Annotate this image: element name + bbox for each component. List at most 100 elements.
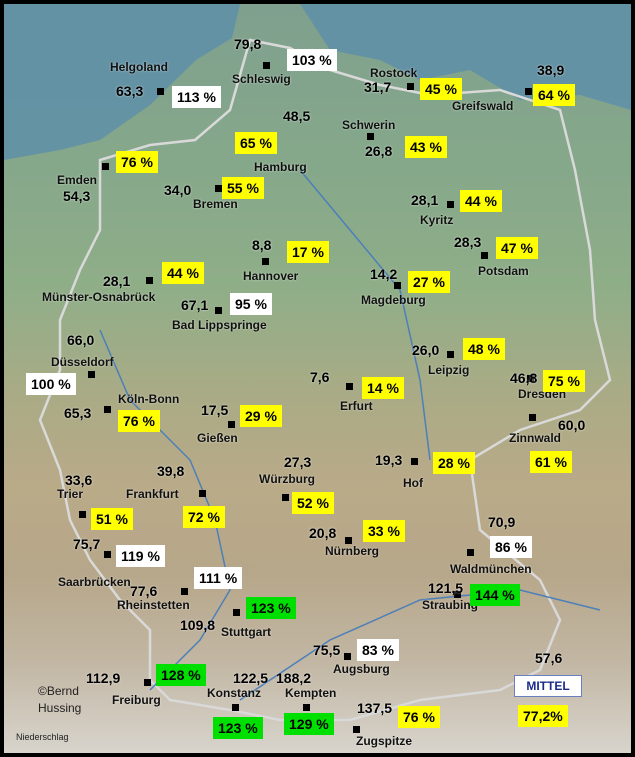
station-precip-augsburg: 75,5 xyxy=(313,642,341,658)
station-percent-badge-schwerin: 43 % xyxy=(405,136,447,158)
station-name-augsburg: Augsburg xyxy=(333,662,390,676)
station-name-schwerin: Schwerin xyxy=(342,118,396,132)
station-marker-potsdam xyxy=(481,252,488,259)
station-name-helgoland: Helgoland xyxy=(110,60,169,74)
station-marker-emden xyxy=(102,163,109,170)
station-precip-bremen: 34,0 xyxy=(164,182,192,198)
station-percent-badge-bad-lippspringe: 95 % xyxy=(230,293,272,315)
station-percent-badge-köln-bonn: 76 % xyxy=(118,410,160,432)
average-label: MITTEL xyxy=(514,675,582,697)
station-name-bremen: Bremen xyxy=(193,197,238,211)
station-marker-trier xyxy=(79,511,86,518)
station-marker-zinnwald xyxy=(529,414,536,421)
station-precip-rheinstetten: 77,6 xyxy=(130,583,158,599)
station-name-erfurt: Erfurt xyxy=(340,399,373,413)
station-percent-badge-gießen: 29 % xyxy=(240,405,282,427)
river-elbe xyxy=(299,169,431,461)
station-precip-frankfurt: 39,8 xyxy=(157,463,185,479)
station-marker-düsseldorf xyxy=(88,371,95,378)
credit-author: ©Bernd xyxy=(38,684,79,698)
station-marker-münster-osnabrück xyxy=(146,277,153,284)
station-name-kyritz: Kyritz xyxy=(420,213,454,227)
station-percent-badge-emden: 76 % xyxy=(116,151,158,173)
north-sea xyxy=(4,4,240,160)
station-precip-helgoland: 63,3 xyxy=(116,83,144,99)
station-name-trier: Trier xyxy=(57,487,84,501)
station-precip-konstanz: 122,5 xyxy=(233,670,269,686)
station-precip-greifswald: 38,9 xyxy=(537,62,565,78)
station-precip-unlabeled: 57,6 xyxy=(535,650,563,666)
station-percent-badge-trier: 51 % xyxy=(91,508,133,530)
country-border xyxy=(38,38,612,722)
station-marker-köln-bonn xyxy=(104,406,111,413)
station-name-magdeburg: Magdeburg xyxy=(361,293,426,307)
station-percent-badge-augsburg: 83 % xyxy=(357,639,399,661)
station-precip-emden: 54,3 xyxy=(63,188,91,204)
station-marker-waldmünchen xyxy=(467,549,474,556)
station-precip-hannover: 8,8 xyxy=(252,237,272,253)
station-precip-kempten: 188,2 xyxy=(276,670,312,686)
station-marker-zugspitze xyxy=(353,726,360,733)
station-marker-gießen xyxy=(228,421,235,428)
average-value-badge: 77,2% xyxy=(518,705,568,727)
station-precip-kyritz: 28,1 xyxy=(411,192,439,208)
station-percent-badge-schleswig: 103 % xyxy=(287,49,337,71)
station-precip-bad-lippspringe: 67,1 xyxy=(181,297,209,313)
station-marker-helgoland xyxy=(157,88,164,95)
station-name-potsdam: Potsdam xyxy=(478,264,529,278)
station-percent-badge-frankfurt: 72 % xyxy=(183,506,225,528)
station-marker-bremen xyxy=(215,185,222,192)
station-marker-hannover xyxy=(262,258,269,265)
station-name-zinnwald: Zinnwald xyxy=(509,431,561,445)
station-precip-düsseldorf: 66,0 xyxy=(67,332,95,348)
station-name-zugspitze: Zugspitze xyxy=(356,734,412,748)
station-name-gießen: Gießen xyxy=(197,431,238,445)
station-percent-badge-freiburg: 128 % xyxy=(156,664,206,686)
baltic-sea xyxy=(300,4,631,110)
station-name-frankfurt: Frankfurt xyxy=(126,487,179,501)
station-name-rheinstetten: Rheinstetten xyxy=(117,598,190,612)
station-marker-stuttgart xyxy=(233,609,240,616)
station-percent-badge-konstanz: 123 % xyxy=(213,717,263,739)
station-precip-zinnwald: 60,0 xyxy=(558,417,586,433)
river-danube xyxy=(239,589,601,701)
station-name-konstanz: Konstanz xyxy=(207,686,261,700)
station-percent-badge-zugspitze: 76 % xyxy=(398,706,440,728)
station-marker-nürnberg xyxy=(345,537,352,544)
station-percent-badge-potsdam: 47 % xyxy=(496,237,538,259)
station-marker-leipzig xyxy=(447,351,454,358)
station-percent-badge-waldmünchen: 86 % xyxy=(490,536,532,558)
station-name-bad-lippspringe: Bad Lippspringe xyxy=(172,318,267,332)
station-name-köln-bonn: Köln-Bonn xyxy=(118,392,180,406)
station-name-düsseldorf: Düsseldorf xyxy=(51,355,114,369)
station-precip-köln-bonn: 65,3 xyxy=(64,405,92,421)
station-marker-schleswig xyxy=(263,62,270,69)
station-percent-badge-dresden: 75 % xyxy=(543,370,585,392)
station-percent-badge-rheinstetten: 111 % xyxy=(194,567,243,589)
station-precip-schwerin: 26,8 xyxy=(365,143,393,159)
station-marker-augsburg xyxy=(344,653,351,660)
station-marker-rheinstetten xyxy=(181,588,188,595)
station-marker-bad-lippspringe xyxy=(215,307,222,314)
station-precip-trier: 33,6 xyxy=(65,472,93,488)
station-name-freiburg: Freiburg xyxy=(112,693,161,707)
station-percent-badge-münster-osnabrück: 44 % xyxy=(162,262,204,284)
station-marker-würzburg xyxy=(282,494,289,501)
station-precip-magdeburg: 14,2 xyxy=(370,266,398,282)
station-precip-straubing: 121,5 xyxy=(428,580,464,596)
station-percent-badge-hannover: 17 % xyxy=(287,241,329,263)
station-marker-schwerin xyxy=(367,133,374,140)
station-marker-hof xyxy=(411,458,418,465)
station-name-würzburg: Würzburg xyxy=(259,472,315,486)
station-marker-straubing xyxy=(454,591,461,598)
station-name-nürnberg: Nürnberg xyxy=(325,544,379,558)
credit-author-surname: Hussing xyxy=(38,701,82,715)
station-precip-leipzig: 26,0 xyxy=(412,342,440,358)
station-marker-erfurt xyxy=(346,383,353,390)
station-percent-badge-helgoland: 113 % xyxy=(172,86,221,108)
station-name-saarbrücken: Saarbrücken xyxy=(58,575,131,589)
station-percent-badge-würzburg: 52 % xyxy=(292,492,334,514)
station-percent-badge-straubing: 144 % xyxy=(470,584,520,606)
station-precip-nürnberg: 20,8 xyxy=(309,525,337,541)
